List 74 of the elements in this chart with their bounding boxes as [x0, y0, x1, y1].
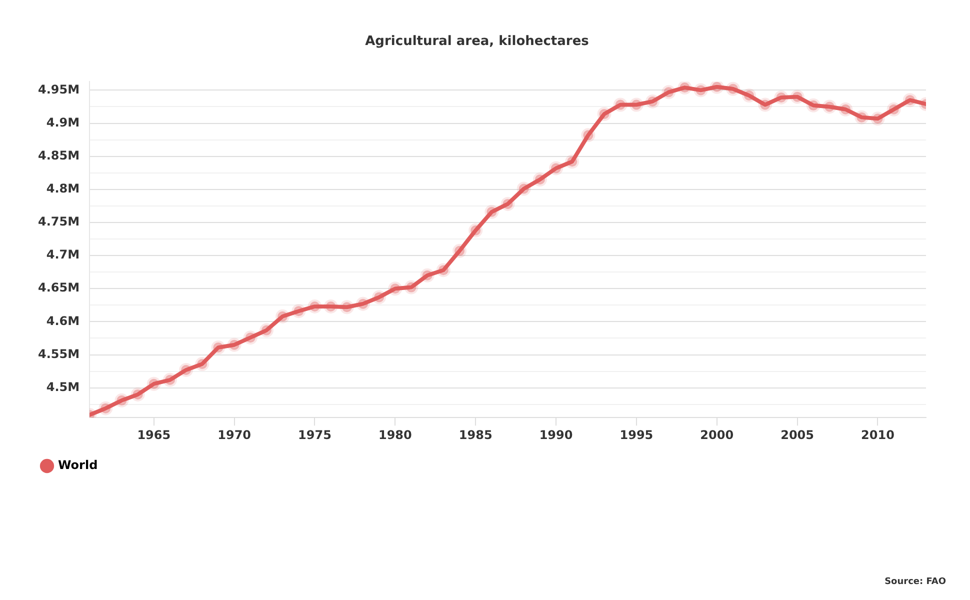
point	[259, 323, 274, 338]
point	[822, 100, 836, 114]
point	[902, 93, 917, 108]
point	[646, 94, 660, 108]
x-tick-label: 1975	[298, 428, 332, 442]
point	[162, 372, 177, 387]
point	[806, 98, 820, 112]
point	[146, 376, 161, 391]
point	[484, 204, 499, 219]
point	[308, 299, 322, 314]
point	[243, 330, 258, 345]
point	[340, 300, 354, 314]
point	[372, 290, 386, 304]
point	[662, 85, 676, 100]
point	[790, 90, 804, 104]
point	[114, 393, 129, 408]
y-tick-label: 4.75M	[38, 214, 80, 229]
point	[597, 107, 612, 122]
x-tick-label: 2010	[861, 428, 894, 442]
point	[581, 128, 596, 142]
point	[500, 196, 515, 211]
point	[838, 102, 853, 116]
point	[420, 268, 434, 282]
y-tick-label: 4.8M	[46, 182, 80, 196]
y-tick-label: 4.85M	[38, 148, 80, 162]
chart-title: Agricultural area, kilohectares	[365, 34, 590, 50]
y-tick-label: 4.6M	[46, 314, 80, 328]
point	[516, 182, 531, 196]
y-tick-label: 4.7M	[46, 248, 80, 262]
legend-label: World	[58, 458, 98, 472]
source-note: Source: FAO	[884, 576, 946, 587]
y-tick-label: 4.5M	[46, 380, 80, 394]
point	[179, 362, 194, 377]
point	[613, 98, 628, 112]
x-tick-label: 1995	[620, 428, 654, 442]
point	[726, 82, 740, 96]
x-tick-label: 2000	[700, 428, 734, 442]
point	[758, 98, 772, 112]
point	[468, 223, 483, 238]
point	[452, 244, 467, 258]
point	[98, 401, 113, 416]
point	[710, 82, 724, 94]
point	[694, 83, 708, 98]
x-tick-label: 2005	[780, 428, 814, 442]
point	[292, 304, 306, 318]
y-tick-label: 4.65M	[38, 280, 80, 295]
point	[629, 98, 644, 112]
point	[678, 82, 692, 95]
point	[742, 88, 756, 102]
point	[356, 296, 370, 311]
point	[227, 338, 242, 352]
point	[870, 112, 885, 126]
point	[774, 90, 788, 104]
point	[195, 357, 210, 372]
point	[324, 299, 338, 314]
point	[886, 102, 901, 116]
point	[211, 340, 226, 354]
point	[549, 161, 564, 176]
point	[565, 154, 580, 169]
point	[532, 172, 547, 186]
x-tick-label: 1985	[458, 428, 492, 442]
point	[388, 282, 402, 296]
point	[436, 263, 450, 278]
point	[854, 110, 869, 124]
x-tick-label: 1980	[378, 428, 412, 442]
y-tick-label: 4.9M	[46, 115, 80, 130]
y-tick-label: 4.55M	[38, 346, 80, 361]
x-tick-label: 1990	[539, 428, 573, 442]
point	[130, 387, 145, 402]
point	[404, 280, 418, 294]
y-tick-label: 4.95M	[38, 82, 80, 96]
point	[276, 309, 290, 324]
x-tick-label: 1970	[218, 428, 252, 442]
x-tick-label: 1965	[137, 428, 171, 442]
